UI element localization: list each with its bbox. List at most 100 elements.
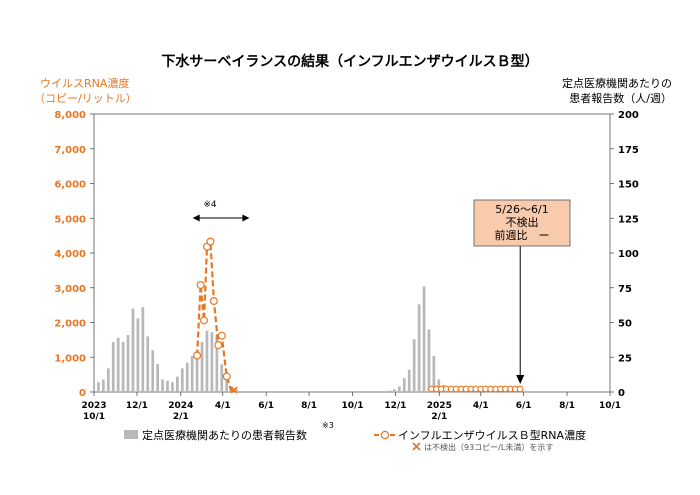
bar-18 bbox=[185, 362, 189, 392]
x-tick-label-6: 10/1 bbox=[341, 401, 363, 411]
bar-20 bbox=[195, 350, 199, 392]
bar-3 bbox=[111, 341, 115, 392]
bar-19 bbox=[190, 355, 194, 392]
x-tick-label-10: 6/1 bbox=[516, 401, 532, 411]
right-axis-label-line1: 定点医療機関あたりの bbox=[562, 76, 672, 90]
bar-31 bbox=[398, 386, 401, 392]
left-axis-label-line2: （コピー/リットル） bbox=[34, 92, 137, 105]
bar-30 bbox=[393, 389, 396, 392]
x-tick-label-11: 8/1 bbox=[559, 401, 575, 411]
bar-15 bbox=[171, 382, 174, 392]
line-point-0-2 bbox=[200, 316, 209, 325]
nondetect-point-0 bbox=[230, 386, 238, 394]
right-tick-label-6: 150 bbox=[618, 180, 639, 191]
bar-28 bbox=[235, 389, 238, 392]
box-arrow-head bbox=[516, 375, 525, 384]
line-point-0-5 bbox=[209, 297, 218, 306]
right-tick-label-1: 25 bbox=[618, 353, 632, 364]
line-point-0-7 bbox=[217, 331, 226, 340]
left-tick-label-2: 2,000 bbox=[54, 319, 86, 330]
legend-bar-superscript: ※3 bbox=[322, 421, 334, 430]
left-axis-label-line1: ウイルスRNA濃度 bbox=[40, 76, 129, 90]
bar-9 bbox=[141, 307, 145, 392]
nondetect-legend-text: は不検出（93コピー/L未満）を示す bbox=[424, 442, 553, 452]
right-axis-label-line2: 患者報告数（人/週） bbox=[569, 92, 672, 105]
bar-32 bbox=[402, 378, 406, 392]
x-tick-label-9: 4/1 bbox=[473, 401, 489, 411]
bar-29 bbox=[388, 390, 391, 392]
bar-33 bbox=[407, 369, 411, 392]
line-point-0-1 bbox=[196, 281, 205, 290]
left-tick-label-5: 5,000 bbox=[54, 214, 86, 225]
right-tick-label-8: 200 bbox=[618, 110, 639, 121]
bar-24 bbox=[215, 335, 219, 392]
x-tick-sublabel-8: 2/1 bbox=[431, 412, 447, 422]
bar-38 bbox=[432, 355, 436, 392]
x-tick-sublabel-0: 10/1 bbox=[83, 412, 105, 422]
bar-25 bbox=[220, 364, 224, 392]
nondetect-legend-marker bbox=[412, 442, 421, 451]
bar-16 bbox=[176, 376, 179, 392]
x-tick-label-3: 4/1 bbox=[215, 401, 231, 411]
bar-35 bbox=[417, 304, 421, 392]
annotations bbox=[192, 214, 525, 384]
right-tick-label-7: 175 bbox=[618, 145, 639, 156]
chart-title: 下水サーベイランスの結果（インフルエンザウイルスＢ型） bbox=[161, 53, 538, 70]
bar-22 bbox=[205, 330, 209, 392]
x-tick-label-8: 2025 bbox=[427, 401, 452, 411]
range-arrow-left-head bbox=[192, 214, 200, 222]
bar-36 bbox=[422, 286, 426, 392]
x-tick-label-12: 10/1 bbox=[599, 401, 621, 411]
bar-2 bbox=[106, 368, 110, 392]
annotation-box-line1: 5/26～6/1 bbox=[495, 203, 548, 216]
line-point-0-0 bbox=[193, 351, 202, 360]
bar-5 bbox=[121, 341, 125, 392]
undetected-point-18 bbox=[516, 385, 524, 393]
bar-21 bbox=[200, 341, 204, 392]
bar-10 bbox=[146, 336, 150, 392]
line-series bbox=[193, 237, 524, 394]
right-tick-label-3: 75 bbox=[618, 284, 632, 295]
right-tick-label-2: 50 bbox=[618, 319, 632, 330]
bar-23 bbox=[210, 332, 214, 392]
x-tick-sublabel-2: 2/1 bbox=[173, 412, 189, 422]
annotation-box bbox=[473, 199, 571, 247]
legend-line-label: インフルエンザウイルスＢ型RNA濃度 bbox=[398, 428, 586, 442]
bar-0 bbox=[97, 382, 100, 392]
bar-37 bbox=[427, 329, 431, 392]
bar-4 bbox=[116, 337, 120, 392]
bar-6 bbox=[126, 335, 130, 392]
bar-26 bbox=[225, 379, 229, 392]
legend-bar-swatch bbox=[124, 430, 138, 439]
bar-1 bbox=[102, 379, 105, 392]
left-tick-label-0: 0 bbox=[79, 388, 86, 399]
legend-bar-label: 定点医療機関あたりの患者報告数 bbox=[142, 428, 307, 442]
x-tick-label-2: 2024 bbox=[168, 401, 193, 411]
right-tick-label-5: 125 bbox=[618, 214, 639, 225]
legend-line-marker bbox=[380, 430, 390, 440]
left-tick-label-6: 6,000 bbox=[54, 180, 86, 191]
bar-14 bbox=[166, 380, 169, 392]
left-tick-label-8: 8,000 bbox=[54, 110, 86, 121]
bar-11 bbox=[151, 350, 155, 392]
bar-7 bbox=[131, 308, 135, 392]
x-tick-label-1: 12/1 bbox=[126, 401, 148, 411]
left-tick-label-7: 7,000 bbox=[54, 145, 86, 156]
x-tick-label-7: 12/1 bbox=[384, 401, 406, 411]
x-tick-label-4: 6/1 bbox=[258, 401, 274, 411]
left-tick-label-4: 4,000 bbox=[54, 249, 86, 260]
right-tick-label-0: 0 bbox=[618, 388, 625, 399]
plot-frame bbox=[93, 113, 611, 393]
x-tick-label-0: 2023 bbox=[81, 401, 106, 411]
left-tick-label-3: 3,000 bbox=[54, 284, 86, 295]
line-point-0-8 bbox=[222, 372, 231, 381]
bar-39 bbox=[437, 379, 441, 392]
bar-8 bbox=[136, 318, 140, 392]
range-note: ※4 bbox=[203, 200, 217, 210]
line-point-0-4 bbox=[206, 237, 215, 246]
x-tick-label-5: 8/1 bbox=[301, 401, 317, 411]
bar-13 bbox=[161, 379, 164, 392]
left-tick-label-1: 1,000 bbox=[54, 353, 86, 364]
line-point-0-6 bbox=[214, 341, 223, 350]
